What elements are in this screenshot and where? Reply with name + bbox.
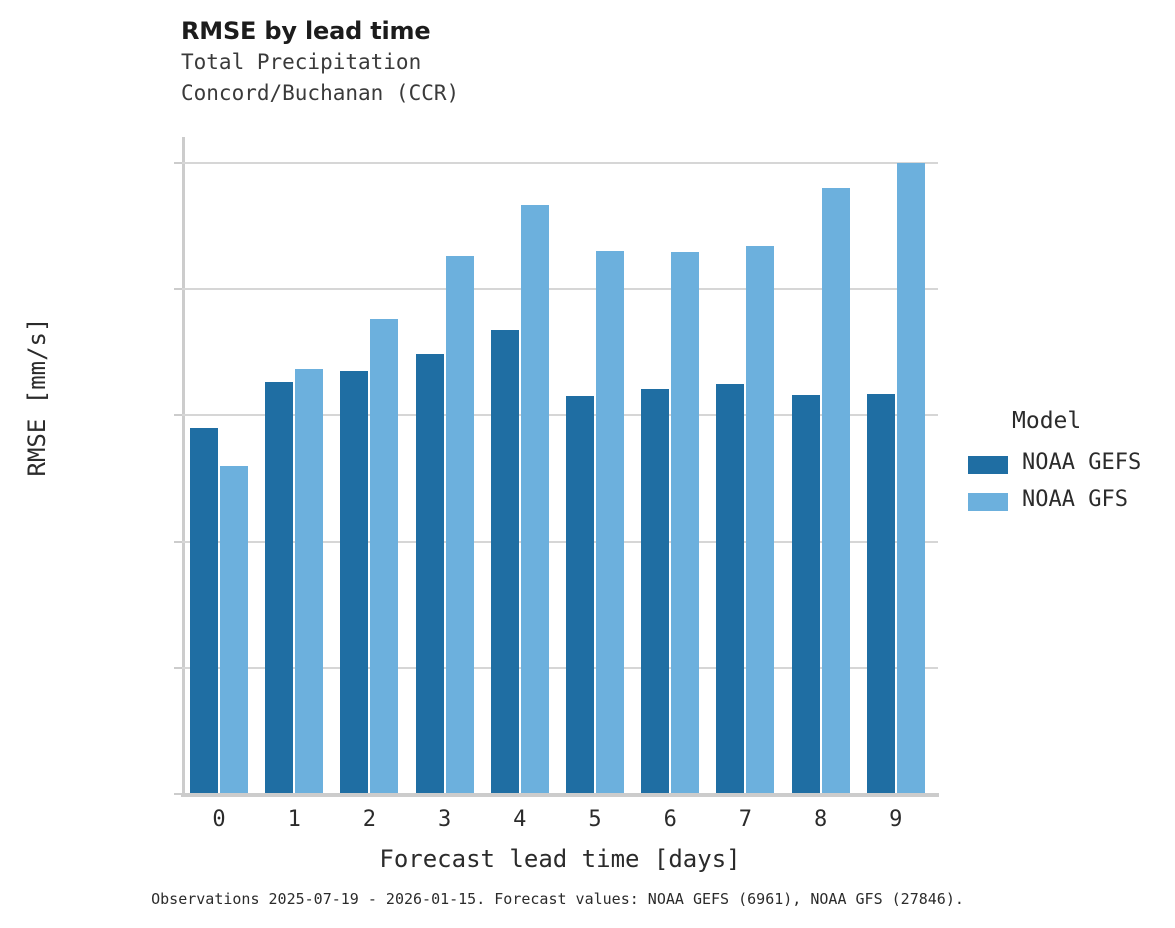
bar-noaa-gefs-day-6[interactable] [641, 389, 670, 793]
title-block: RMSE by lead time Total Precipitation Co… [181, 16, 941, 109]
y-gridline [182, 414, 938, 417]
x-tick-label: 1 [287, 807, 301, 832]
y-gridline [182, 288, 938, 291]
y-gridline [182, 540, 938, 543]
page-title: RMSE by lead time [181, 17, 431, 45]
x-tick-label: 5 [588, 807, 602, 832]
bar-noaa-gefs-day-4[interactable] [490, 329, 519, 793]
bar-noaa-gfs-day-1[interactable] [295, 368, 324, 793]
bar-noaa-gfs-day-9[interactable] [896, 163, 925, 793]
bar-noaa-gfs-day-5[interactable] [596, 250, 624, 793]
legend-item-label: NOAA GEFS [1022, 450, 1142, 475]
bar-noaa-gfs-day-8[interactable] [821, 187, 850, 793]
y-tick-mark [174, 666, 182, 669]
bar-noaa-gfs-day-3[interactable] [445, 256, 474, 793]
y-tick-mark [174, 414, 182, 417]
x-tick-label: 0 [212, 807, 226, 832]
bar-noaa-gefs-day-9[interactable] [866, 394, 895, 793]
legend-item-label: NOAA GFS [1022, 487, 1128, 512]
y-gridline [182, 162, 938, 164]
bar-noaa-gefs-day-1[interactable] [265, 382, 294, 793]
chart-subtitle-variable: Total Precipitation [181, 50, 422, 74]
bar-noaa-gfs-day-6[interactable] [671, 252, 700, 793]
legend-swatch-icon [968, 456, 1008, 474]
bar-noaa-gefs-day-5[interactable] [566, 396, 594, 793]
x-tick-label: 2 [362, 807, 377, 832]
bar-noaa-gfs-day-0[interactable] [220, 466, 248, 793]
y-axis-line [182, 137, 185, 797]
bar-noaa-gefs-day-2[interactable] [340, 370, 369, 793]
bar-noaa-gefs-day-0[interactable] [190, 428, 218, 793]
bar-noaa-gfs-day-2[interactable] [370, 319, 399, 793]
legend-swatch-icon [968, 493, 1008, 511]
x-axis-title: Forecast lead time [days] [379, 845, 741, 873]
bar-noaa-gfs-day-4[interactable] [520, 204, 549, 793]
bar-noaa-gfs-day-7[interactable] [746, 245, 775, 793]
y-tick-mark [174, 793, 182, 795]
y-axis-title: RMSE [mm/s] [23, 317, 51, 477]
bar-noaa-gefs-day-3[interactable] [415, 353, 444, 793]
x-tick-label: 9 [889, 807, 903, 832]
x-tick-label: 7 [738, 807, 753, 832]
y-tick-mark [174, 288, 182, 291]
chart-caption: Observations 2025-07-19 - 2026-01-15. Fo… [151, 890, 964, 908]
y-tick-mark [174, 540, 182, 543]
x-tick-label: 3 [437, 807, 452, 832]
bar-noaa-gefs-day-8[interactable] [791, 394, 820, 793]
x-tick-label: 6 [663, 807, 677, 832]
x-tick-label: 4 [513, 807, 527, 832]
legend-title: Model [1012, 408, 1082, 434]
x-tick-label: 8 [813, 807, 828, 832]
plot-area [174, 137, 938, 795]
chart-subtitle-location: Concord/Buchanan (CCR) [181, 81, 460, 105]
bar-noaa-gefs-day-7[interactable] [716, 384, 745, 793]
y-tick-mark [174, 162, 182, 164]
x-axis-line [181, 793, 939, 797]
y-gridline [182, 666, 938, 669]
